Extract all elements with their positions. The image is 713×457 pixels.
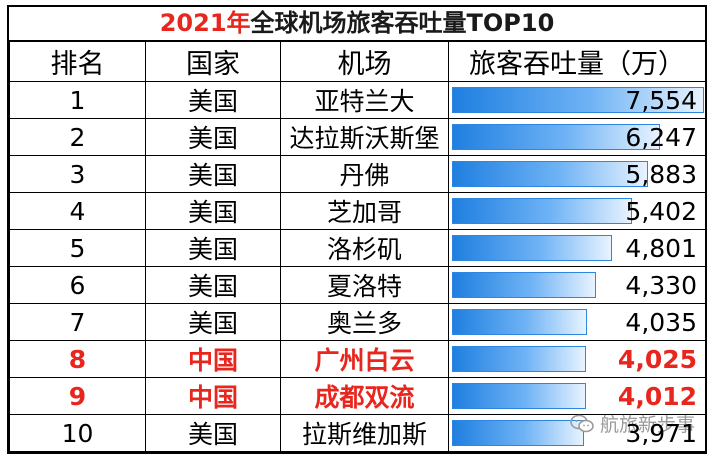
- header-volume: 旅客吞吐量（万）: [448, 41, 706, 82]
- cell-volume: 7,554: [448, 81, 706, 119]
- cell-country: 美国: [145, 303, 281, 341]
- cell-volume: 4,012: [448, 377, 706, 415]
- table-row: 8 中国 广州白云 4,025: [9, 340, 706, 378]
- cell-volume: 5,402: [448, 192, 706, 230]
- cell-airport: 丹佛: [280, 155, 449, 193]
- volume-value: 5,883: [625, 159, 697, 189]
- cell-rank: 5: [9, 229, 146, 267]
- cell-volume: 6,247: [448, 118, 706, 156]
- cell-rank: 8: [9, 340, 146, 378]
- title-year: 2021年: [159, 9, 251, 37]
- cell-rank: 2: [9, 118, 146, 156]
- volume-value: 4,025: [617, 344, 697, 374]
- cell-airport: 芝加哥: [280, 192, 449, 230]
- header-row: 排名 国家 机场 旅客吞吐量（万）: [9, 41, 706, 82]
- watermark-text: 航旅新步事: [599, 414, 695, 436]
- volume-value: 4,801: [625, 233, 697, 263]
- volume-value: 4,330: [625, 270, 697, 300]
- header-rank: 排名: [9, 41, 146, 82]
- cell-country: 美国: [145, 81, 281, 119]
- volume-bar: [452, 161, 648, 187]
- volume-value: 6,247: [625, 122, 697, 152]
- cell-volume: 4,035: [448, 303, 706, 341]
- cell-rank: 4: [9, 192, 146, 230]
- table-row: 4 美国 芝加哥 5,402: [9, 192, 706, 230]
- cell-rank: 7: [9, 303, 146, 341]
- cell-country: 美国: [145, 414, 281, 452]
- table-row: 2 美国 达拉斯沃斯堡 6,247: [9, 118, 706, 156]
- cell-airport: 洛杉矶: [280, 229, 449, 267]
- cell-airport: 奥兰多: [280, 303, 449, 341]
- volume-value: 4,012: [617, 381, 697, 411]
- cell-country: 美国: [145, 229, 281, 267]
- volume-bar: [452, 272, 596, 298]
- table-row: 9 中国 成都双流 4,012: [9, 377, 706, 415]
- cell-airport: 达拉斯沃斯堡: [280, 118, 449, 156]
- header-airport: 机场: [280, 41, 449, 82]
- cell-volume: 4,801: [448, 229, 706, 267]
- volume-value: 4,035: [625, 307, 697, 337]
- volume-bar: [452, 235, 612, 261]
- cell-rank: 10: [9, 414, 146, 452]
- title-text: 全球机场旅客吞吐量TOP10: [250, 9, 555, 37]
- volume-bar: [452, 420, 584, 446]
- cell-airport: 夏洛特: [280, 266, 449, 304]
- cell-country: 美国: [145, 266, 281, 304]
- volume-bar: [452, 346, 586, 372]
- cell-volume: 4,330: [448, 266, 706, 304]
- volume-bar: [452, 198, 632, 224]
- volume-value: 5,402: [625, 196, 697, 226]
- wechat-icon: [570, 414, 594, 432]
- cell-volume: 4,025: [448, 340, 706, 378]
- table-row: 5 美国 洛杉矶 4,801: [9, 229, 706, 267]
- cell-rank: 6: [9, 266, 146, 304]
- table-row: 7 美国 奥兰多 4,035: [9, 303, 706, 341]
- volume-bar: [452, 87, 704, 113]
- cell-airport: 成都双流: [280, 377, 449, 415]
- table-row: 1 美国 亚特兰大 7,554: [9, 81, 706, 119]
- cell-country: 中国: [145, 377, 281, 415]
- cell-rank: 1: [9, 81, 146, 119]
- volume-bar: [452, 309, 587, 335]
- table-row: 3 美国 丹佛 5,883: [9, 155, 706, 193]
- table-row: 10 美国 拉斯维加斯 3,971: [9, 414, 706, 452]
- cell-country: 美国: [145, 192, 281, 230]
- volume-bar: [452, 383, 586, 409]
- cell-country: 美国: [145, 118, 281, 156]
- cell-airport: 广州白云: [280, 340, 449, 378]
- airport-ranking-table: 排名 国家 机场 旅客吞吐量（万） 1 美国 亚特兰大 7,554 2 美国 达拉斯沃斯堡 6…: [9, 41, 706, 452]
- cell-airport: 亚特兰大: [280, 81, 449, 119]
- header-country: 国家: [145, 41, 281, 82]
- volume-value: 3,971: [625, 418, 697, 448]
- cell-rank: 9: [9, 377, 146, 415]
- cell-volume: 5,883: [448, 155, 706, 193]
- cell-country: 中国: [145, 340, 281, 378]
- volume-bar: [452, 124, 660, 150]
- cell-country: 美国: [145, 155, 281, 193]
- cell-rank: 3: [9, 155, 146, 193]
- cell-airport: 拉斯维加斯: [280, 414, 449, 452]
- table-title: 2021年全球机场旅客吞吐量TOP10: [9, 7, 705, 41]
- table-row: 6 美国 夏洛特 4,330: [9, 266, 706, 304]
- watermark: 航旅新步事: [570, 410, 695, 437]
- volume-value: 7,554: [625, 85, 697, 115]
